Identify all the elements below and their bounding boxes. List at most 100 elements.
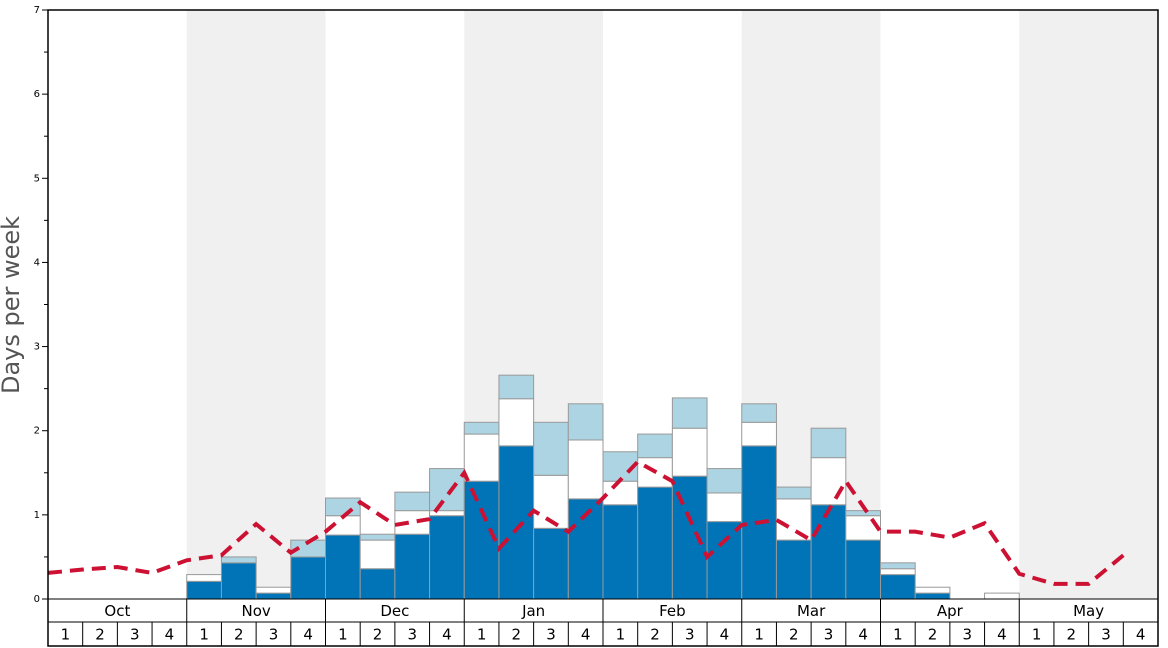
bar-segment bbox=[463, 480, 500, 600]
week-label: 4 bbox=[997, 626, 1007, 644]
week-label: 2 bbox=[373, 626, 383, 644]
y-tick-label: 3 bbox=[34, 342, 40, 353]
month-label: Oct bbox=[104, 602, 130, 620]
week-label: 4 bbox=[1136, 626, 1146, 644]
y-tick-label: 0 bbox=[34, 594, 40, 605]
bar-segment bbox=[498, 374, 535, 400]
month-label: Jan bbox=[521, 602, 545, 620]
bar-segment bbox=[255, 592, 292, 600]
bar-segment bbox=[637, 486, 673, 600]
week-label: 4 bbox=[303, 626, 313, 644]
bar-segment bbox=[220, 562, 257, 600]
bar-segment bbox=[394, 533, 431, 600]
week-label: 3 bbox=[685, 626, 695, 644]
bar-segment bbox=[602, 504, 639, 600]
bar-segment bbox=[533, 527, 569, 600]
y-tick-label: 2 bbox=[34, 426, 40, 437]
bar-segment bbox=[429, 515, 465, 600]
bar-segment bbox=[775, 498, 812, 541]
week-label: 4 bbox=[165, 626, 175, 644]
y-tick-label: 4 bbox=[34, 257, 40, 268]
week-label: 3 bbox=[1101, 626, 1111, 644]
bar-segment bbox=[290, 556, 326, 600]
bar-segment bbox=[880, 562, 916, 570]
bar-segment bbox=[463, 433, 500, 482]
month-band bbox=[1019, 10, 1158, 599]
month-label: Feb bbox=[659, 602, 686, 620]
bar-segment bbox=[671, 427, 708, 477]
bar-segment bbox=[671, 397, 708, 429]
week-label: 2 bbox=[650, 626, 660, 644]
bar-segment bbox=[810, 504, 847, 600]
month-label: May bbox=[1073, 602, 1104, 620]
bar-segment bbox=[325, 497, 361, 517]
bar-segment bbox=[602, 480, 639, 506]
y-tick-label: 6 bbox=[34, 89, 40, 100]
bar-segment bbox=[775, 539, 812, 600]
week-label: 3 bbox=[546, 626, 556, 644]
week-label: 2 bbox=[1067, 626, 1077, 644]
bar-segment bbox=[706, 492, 743, 523]
bar-segment bbox=[845, 510, 881, 517]
week-label: 2 bbox=[95, 626, 105, 644]
week-label: 1 bbox=[616, 626, 626, 644]
bar-segment bbox=[706, 521, 743, 600]
bar-segment bbox=[845, 539, 881, 600]
y-tick-label: 7 bbox=[34, 5, 40, 16]
bar-segment bbox=[186, 580, 222, 600]
bar-segment bbox=[880, 568, 916, 576]
average-line bbox=[47, 459, 1125, 586]
bar-segment bbox=[186, 574, 222, 582]
week-label: 3 bbox=[130, 626, 140, 644]
bar-segment bbox=[498, 445, 535, 600]
month-label: Nov bbox=[241, 602, 270, 620]
plot-frame bbox=[47, 9, 1159, 647]
bar-segment bbox=[567, 403, 604, 441]
week-label: 4 bbox=[442, 626, 452, 644]
y-tick-label: 5 bbox=[34, 173, 40, 184]
bar-segment bbox=[810, 427, 847, 459]
week-label: 4 bbox=[720, 626, 730, 644]
bar-segment bbox=[914, 592, 951, 600]
bar-segment bbox=[637, 433, 673, 459]
bar-segment bbox=[394, 491, 431, 512]
week-label: 4 bbox=[581, 626, 591, 644]
week-label: 3 bbox=[407, 626, 417, 644]
week-label: 1 bbox=[893, 626, 903, 644]
month-band bbox=[186, 10, 326, 599]
week-label: 1 bbox=[1032, 626, 1042, 644]
week-label: 1 bbox=[338, 626, 348, 644]
month-label: Dec bbox=[380, 602, 409, 620]
week-label: 2 bbox=[234, 626, 244, 644]
bar-segment bbox=[498, 398, 535, 447]
week-label: 1 bbox=[199, 626, 209, 644]
week-label: 1 bbox=[477, 626, 487, 644]
month-label: Mar bbox=[797, 602, 826, 620]
month-label: Apr bbox=[937, 602, 964, 620]
week-label: 2 bbox=[512, 626, 522, 644]
y-tick-label: 1 bbox=[34, 510, 40, 521]
bar-segment bbox=[567, 439, 604, 500]
y-axis-label: Days per week bbox=[0, 216, 25, 394]
week-label: 1 bbox=[754, 626, 764, 644]
week-label: 4 bbox=[858, 626, 868, 644]
bar-segment bbox=[359, 533, 396, 541]
bar-segment bbox=[775, 486, 812, 500]
bar-segment bbox=[325, 534, 361, 600]
bar-segment bbox=[984, 592, 1020, 600]
week-label: 1 bbox=[61, 626, 71, 644]
bar-segment bbox=[741, 403, 777, 423]
week-label: 3 bbox=[824, 626, 834, 644]
bar-segment bbox=[880, 574, 916, 600]
week-label: 3 bbox=[269, 626, 279, 644]
bar-segment bbox=[429, 468, 465, 512]
bar-segment bbox=[463, 421, 500, 435]
bar-segment bbox=[220, 556, 257, 564]
week-label: 2 bbox=[928, 626, 938, 644]
bar-segment bbox=[741, 421, 777, 447]
bar-segment bbox=[359, 539, 396, 570]
bar-segment bbox=[706, 468, 743, 494]
week-label: 3 bbox=[962, 626, 972, 644]
bar-segment bbox=[533, 421, 569, 476]
